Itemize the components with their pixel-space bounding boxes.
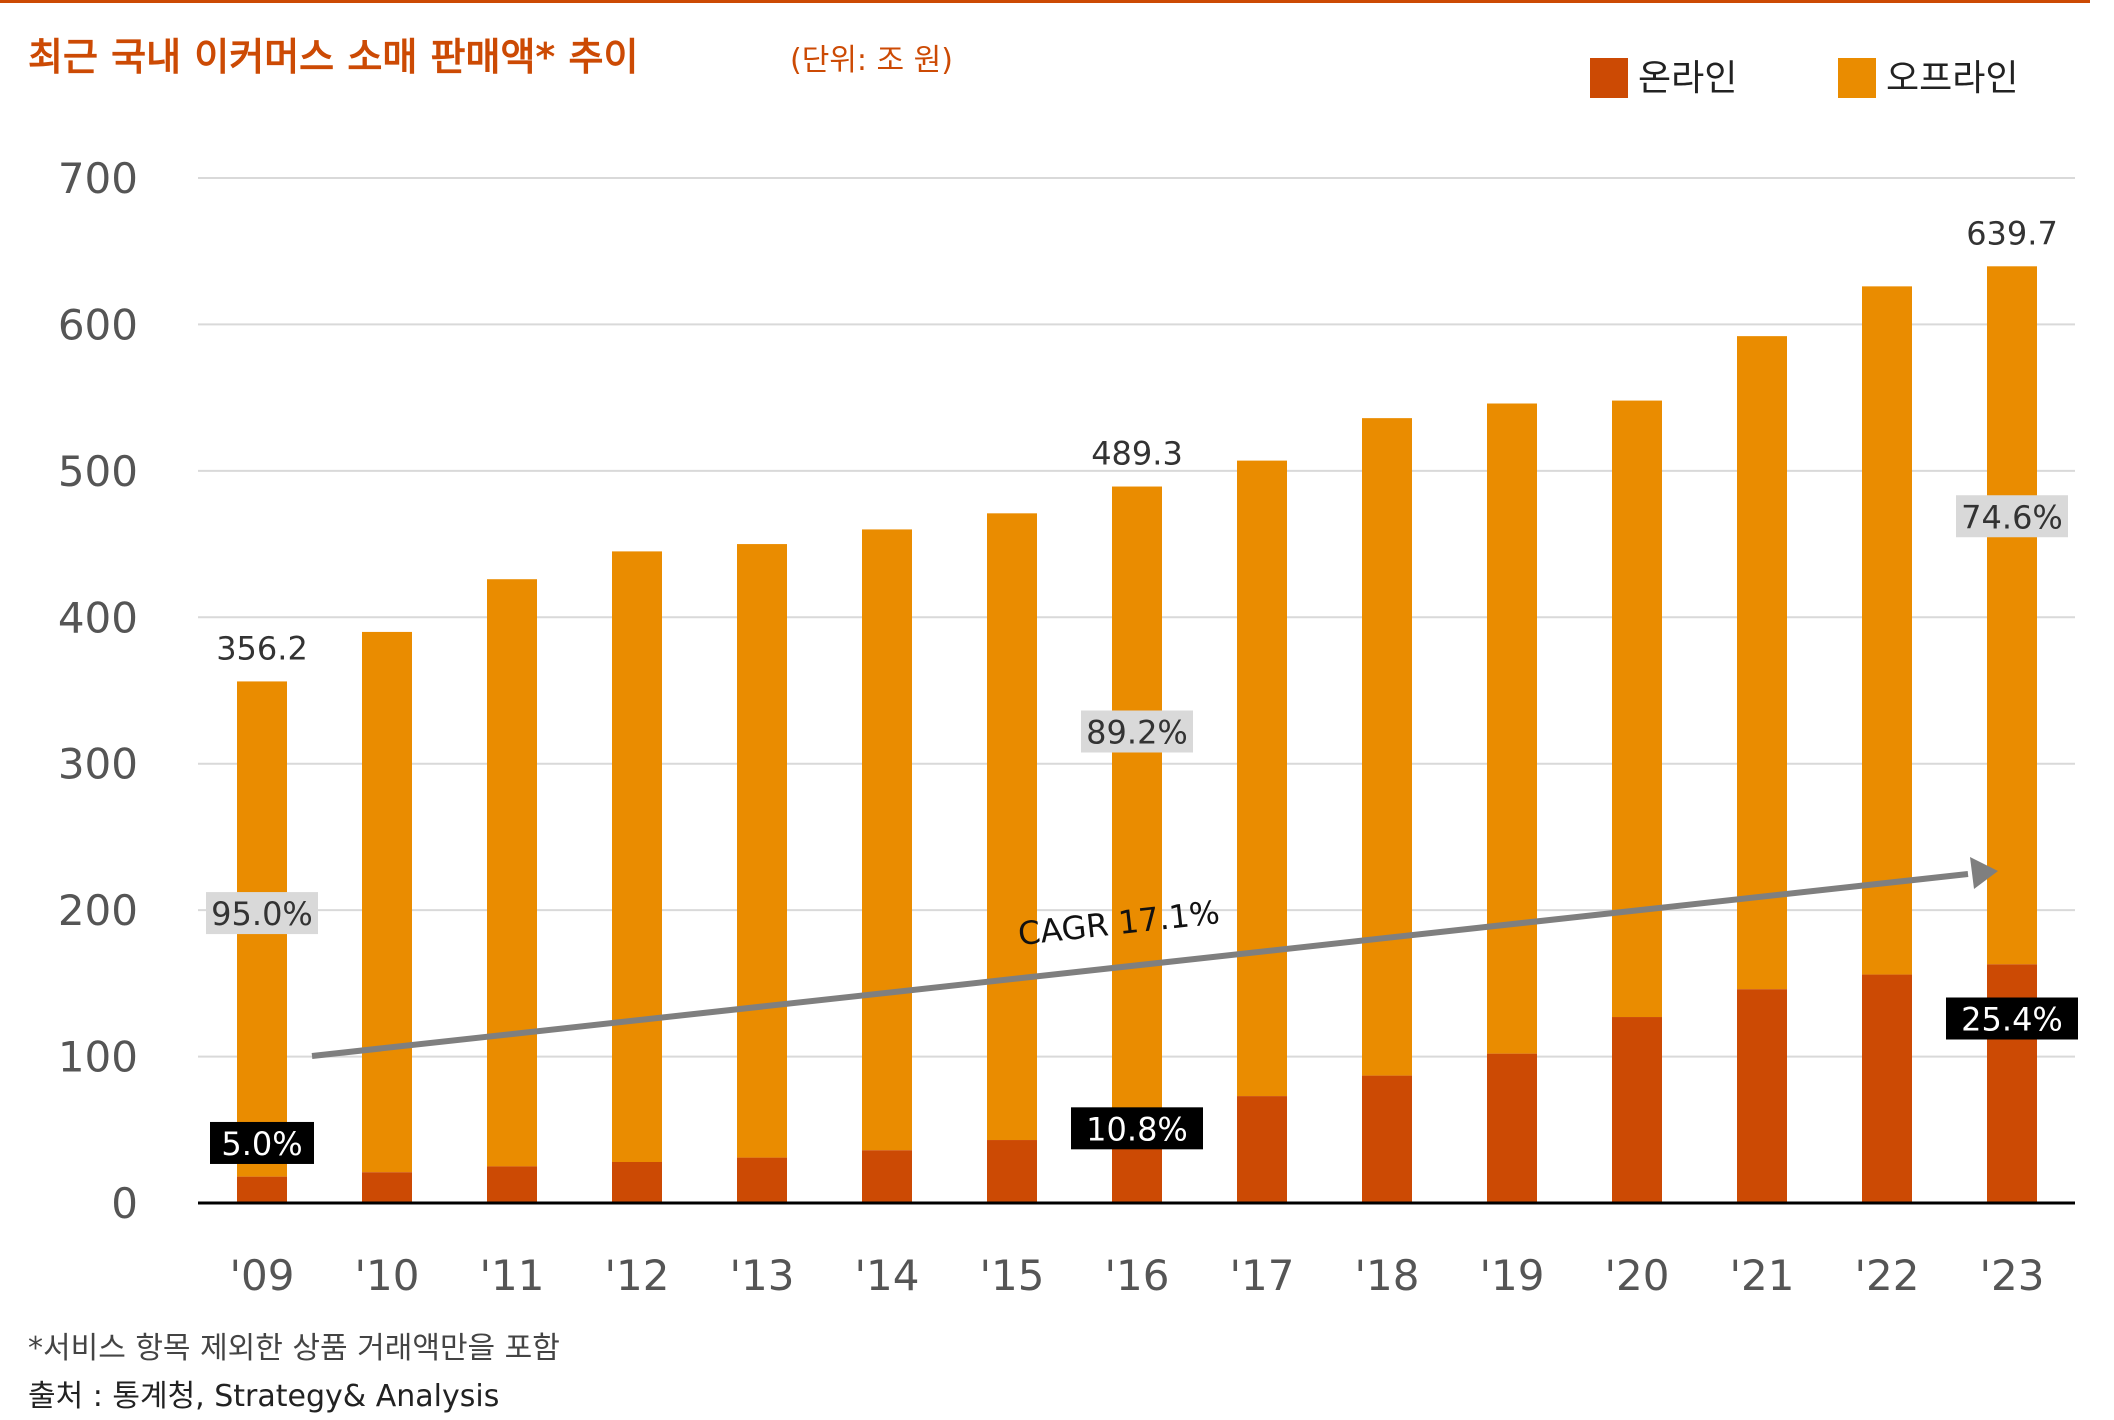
bar-online	[1487, 1053, 1537, 1203]
bar-offline	[1862, 286, 1912, 975]
y-tick-label: 200	[58, 886, 138, 935]
x-tick-label: '16	[1105, 1251, 1170, 1300]
bars	[237, 266, 2037, 1203]
online-pct-box	[210, 1121, 314, 1164]
bar-online	[1362, 1075, 1412, 1203]
legend: 온라인 오프라인	[1590, 58, 2018, 99]
offline-pct-box	[1956, 495, 2068, 538]
x-tick-label: '15	[980, 1251, 1045, 1300]
bar-online	[1612, 1017, 1662, 1203]
bar-online	[612, 1162, 662, 1203]
offline-pct-box	[1081, 710, 1193, 753]
bar-offline	[1737, 336, 1787, 990]
online-pct-label: 10.8%	[1086, 1110, 1188, 1148]
y-tick-label: 0	[111, 1179, 138, 1228]
top-accent-rule	[0, 0, 2090, 3]
bar-online	[237, 1176, 287, 1203]
x-tick-label: '19	[1480, 1251, 1545, 1300]
x-axis-ticks: '09 '10 '11 '12 '13 '14 '15 '16 '17 '18 '19 '20 '21 '…	[230, 1251, 2045, 1300]
bar-online	[487, 1166, 537, 1203]
x-tick-label: '18	[1355, 1251, 1420, 1300]
x-tick-label: '20	[1605, 1251, 1670, 1300]
bar-offline	[737, 544, 787, 1158]
x-tick-label: '11	[480, 1251, 545, 1300]
bar-offline	[987, 513, 1037, 1141]
bar-online	[1862, 974, 1912, 1203]
offline-pct-label: 89.2%	[1086, 714, 1188, 752]
bar-offline	[1612, 400, 1662, 1018]
legend-label-online: 온라인	[1638, 58, 1737, 99]
legend-swatch-online	[1590, 58, 1628, 98]
online-pct-label: 25.4%	[1961, 1001, 2063, 1039]
x-tick-label: '10	[355, 1251, 420, 1300]
online-pct-box	[1946, 997, 2078, 1040]
cagr-arrow-line	[311, 871, 1969, 1059]
x-tick-label: '23	[1980, 1251, 2045, 1300]
y-axis-ticks: 0 100 200 300 400 500 600 700	[58, 154, 138, 1228]
x-tick-label: '21	[1730, 1251, 1795, 1300]
y-tick-label: 100	[58, 1033, 138, 1082]
bar-offline	[362, 631, 412, 1173]
y-tick-label: 300	[58, 740, 138, 789]
y-tick-label: 500	[58, 447, 138, 496]
bar-offline	[1237, 460, 1287, 1097]
bar-offline	[1987, 266, 2037, 965]
legend-swatch-offline	[1838, 58, 1876, 98]
bar-offline	[1112, 486, 1162, 1126]
y-tick-label: 600	[58, 300, 138, 349]
bar-online	[987, 1140, 1037, 1203]
x-tick-label: '22	[1855, 1251, 1920, 1300]
total-value-label: 489.3	[1091, 435, 1183, 473]
bar-offline	[862, 529, 912, 1151]
bar-online	[862, 1150, 912, 1203]
y-tick-label: 700	[58, 154, 138, 203]
bar-online	[737, 1157, 787, 1203]
offline-pct-label: 95.0%	[211, 895, 313, 933]
bar-offline	[612, 551, 662, 1162]
offline-pct-box	[206, 892, 318, 935]
footnote-source: 출처 : 통계청, Strategy& Analysis	[28, 1379, 499, 1414]
x-tick-label: '09	[230, 1251, 295, 1300]
x-tick-label: '12	[605, 1251, 670, 1300]
legend-label-offline: 오프라인	[1886, 58, 2018, 99]
x-tick-label: '13	[730, 1251, 795, 1300]
online-pct-label: 5.0%	[221, 1125, 302, 1163]
bar-offline	[487, 579, 537, 1167]
bar-online	[1737, 989, 1787, 1203]
cagr-arrow-head	[1970, 857, 1998, 889]
y-tick-label: 400	[58, 593, 138, 642]
bar-online	[362, 1172, 412, 1203]
bar-offline	[1487, 403, 1537, 1054]
total-value-label: 356.2	[216, 629, 308, 667]
total-value-label: 639.7	[1966, 214, 2058, 252]
online-pct-box	[1071, 1107, 1203, 1150]
chart-title: 최근 국내 이커머스 소매 판매액* 추이	[28, 35, 638, 79]
x-tick-label: '17	[1230, 1251, 1295, 1300]
x-tick-label: '14	[855, 1251, 920, 1300]
footnote-note: *서비스 항목 제외한 상품 거래액만을 포함	[28, 1331, 560, 1366]
bar-offline	[1362, 418, 1412, 1076]
bar-online	[1237, 1096, 1287, 1203]
chart-unit: (단위: 조 원)	[790, 43, 953, 78]
offline-pct-label: 74.6%	[1961, 498, 2063, 536]
annotations: 356.2 489.3 639.7 95.0% 89.2% 74.6% 5.0% 10.8% 2…	[206, 214, 2078, 1164]
